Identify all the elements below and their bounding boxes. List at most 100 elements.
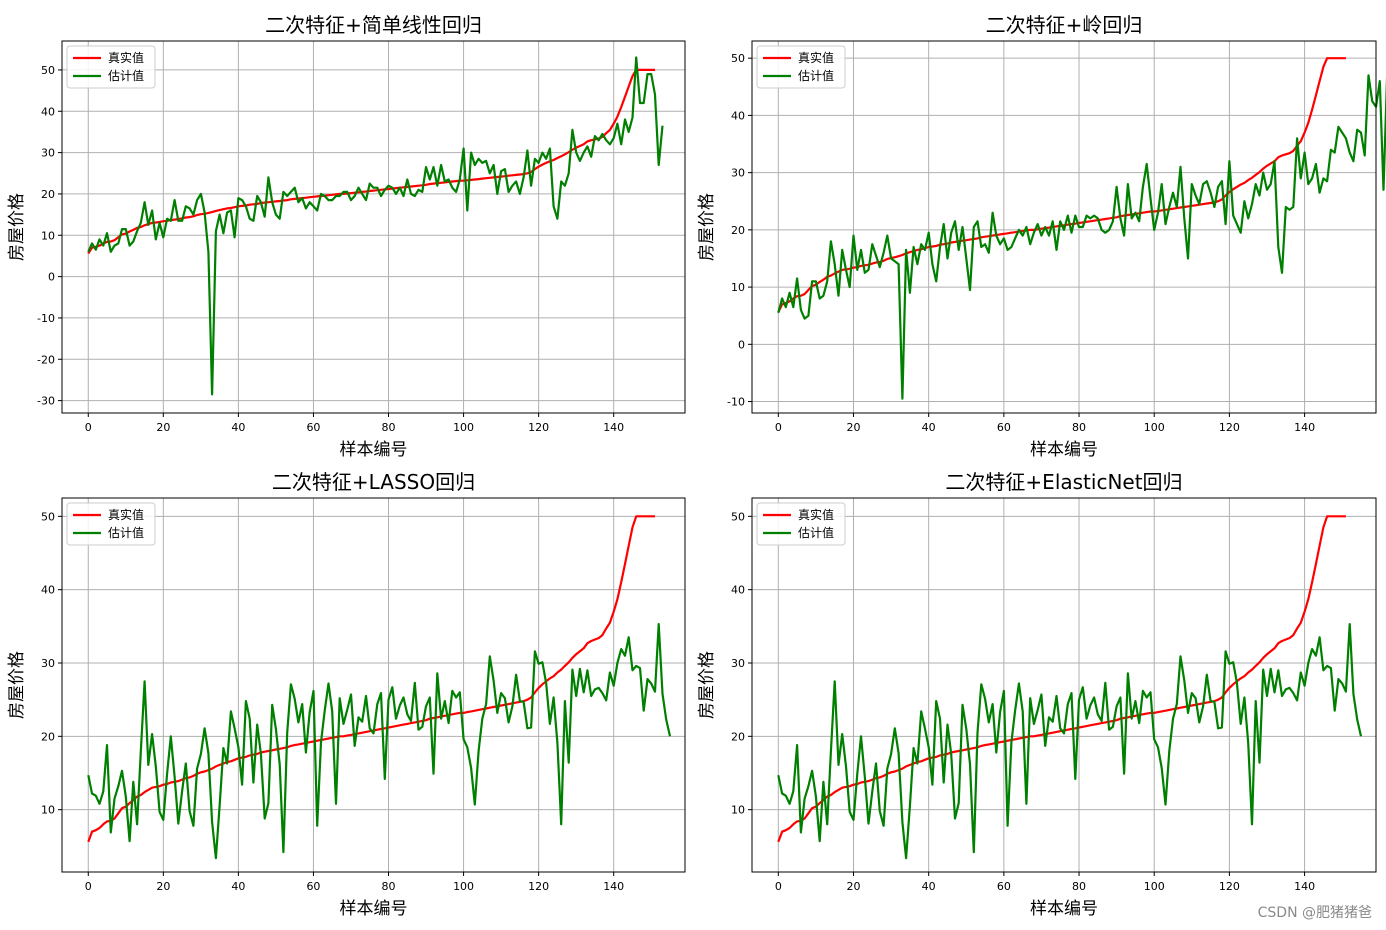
chart-title: 二次特征+ElasticNet回归 <box>945 470 1182 494</box>
y-tick-label: 40 <box>41 105 55 118</box>
y-axis-label: 房屋价格 <box>7 651 27 719</box>
y-tick-label: 50 <box>41 510 55 523</box>
y-tick-label: 30 <box>41 657 55 670</box>
chart-title: 二次特征+LASSO回归 <box>272 470 475 494</box>
legend-box <box>756 45 846 89</box>
legend-label: 真实值 <box>798 507 834 522</box>
legend-box <box>66 502 156 546</box>
x-tick-label: 60 <box>997 880 1011 893</box>
x-tick-label: 140 <box>603 421 624 434</box>
y-tick-label: 10 <box>41 804 55 817</box>
y-tick-label: 50 <box>731 52 745 65</box>
y-tick-label: 10 <box>731 281 745 294</box>
y-tick-label: 20 <box>731 730 745 743</box>
chart-title: 二次特征+岭回归 <box>986 13 1143 37</box>
series-line-true <box>87 515 655 843</box>
x-tick-label: 20 <box>846 880 860 893</box>
series-line-predicted <box>777 622 1363 860</box>
x-tick-label: 140 <box>1294 880 1315 893</box>
y-tick-label: 10 <box>731 804 745 817</box>
x-axis-label: 样本编号 <box>340 440 408 460</box>
x-tick-label: 100 <box>1144 880 1165 893</box>
axes-frame <box>61 40 686 414</box>
x-tick-label: 40 <box>231 421 245 434</box>
legend-label: 真实值 <box>108 507 144 522</box>
x-tick-label: 120 <box>528 421 549 434</box>
y-axis-label: 房屋价格 <box>697 651 717 719</box>
chart-2: 0 20 40 60 80 100 120 140 -10 0 10 20 30 40 50 二次特征+岭回归… <box>697 13 1386 460</box>
y-axis-label: 房屋价格 <box>7 193 27 261</box>
y-tick-label: 50 <box>731 510 745 523</box>
legend-label: 真实值 <box>798 50 834 65</box>
x-tick-label: 0 <box>85 421 92 434</box>
legend-label: 估计值 <box>108 68 144 83</box>
watermark: CSDN @肥猪猪爸 <box>1257 905 1372 921</box>
chart-4: 0 20 40 60 80 100 120 140 10 20 30 40 50 二次特征+Elastic… <box>697 470 1377 919</box>
y-tick-label: 40 <box>731 109 745 122</box>
y-tick-label: 20 <box>731 224 745 237</box>
axes-frame <box>751 40 1377 414</box>
x-tick-label: 120 <box>1219 880 1240 893</box>
y-tick-label: -30 <box>37 395 55 408</box>
legend-label: 估计值 <box>798 68 834 83</box>
y-tick-label: 40 <box>41 584 55 597</box>
x-tick-label: 20 <box>156 421 170 434</box>
y-tick-label: 20 <box>41 730 55 743</box>
y-tick-label: -10 <box>727 396 745 409</box>
chart-3: 0 20 40 60 80 100 120 140 10 20 30 40 50 二次特征+LASSO回归… <box>7 470 686 919</box>
series-line-predicted <box>87 56 664 396</box>
x-axis-label: 样本编号 <box>340 899 408 919</box>
x-tick-label: 0 <box>775 880 782 893</box>
y-tick-label: 30 <box>41 147 55 160</box>
y-tick-label: -20 <box>37 353 55 366</box>
x-axis-label: 样本编号 <box>1030 899 1098 919</box>
legend-box <box>756 502 846 546</box>
y-tick-label: 40 <box>731 584 745 597</box>
x-tick-label: 100 <box>453 880 474 893</box>
x-tick-label: 140 <box>1294 421 1315 434</box>
series-line-predicted <box>777 74 1386 400</box>
y-tick-label: 10 <box>41 229 55 242</box>
x-tick-label: 40 <box>922 880 936 893</box>
legend-label: 估计值 <box>108 525 144 540</box>
x-tick-label: 20 <box>156 880 170 893</box>
x-tick-label: 120 <box>528 880 549 893</box>
x-tick-label: 140 <box>603 880 624 893</box>
x-tick-label: 40 <box>231 880 245 893</box>
x-tick-label: 80 <box>382 421 396 434</box>
y-tick-label: -10 <box>37 312 55 325</box>
x-tick-label: 80 <box>1072 880 1086 893</box>
legend-label: 估计值 <box>798 525 834 540</box>
chart-1: 0 20 40 60 80 100 120 140 -30 -20 -10 0 10 20 30 40 50 二次… <box>7 13 686 460</box>
y-tick-label: 0 <box>48 271 55 284</box>
axes-frame <box>751 497 1377 873</box>
chart-title: 二次特征+简单线性回归 <box>265 13 482 37</box>
y-tick-label: 0 <box>738 338 745 351</box>
y-tick-label: 30 <box>731 657 745 670</box>
y-axis-label: 房屋价格 <box>697 193 717 261</box>
series-line-predicted <box>87 622 672 860</box>
x-tick-label: 0 <box>775 421 782 434</box>
x-tick-label: 40 <box>922 421 936 434</box>
x-axis-label: 样本编号 <box>1030 440 1098 460</box>
series-line-true <box>777 515 1346 843</box>
x-tick-label: 80 <box>1072 421 1086 434</box>
x-tick-label: 120 <box>1219 421 1240 434</box>
x-tick-label: 80 <box>382 880 396 893</box>
x-tick-label: 100 <box>1144 421 1165 434</box>
y-tick-label: 30 <box>731 167 745 180</box>
legend-label: 真实值 <box>108 50 144 65</box>
x-tick-label: 60 <box>306 421 320 434</box>
x-tick-label: 100 <box>453 421 474 434</box>
x-tick-label: 60 <box>306 880 320 893</box>
x-tick-label: 20 <box>846 421 860 434</box>
y-tick-label: 50 <box>41 64 55 77</box>
axes-frame <box>61 497 686 873</box>
y-tick-label: 20 <box>41 188 55 201</box>
x-tick-label: 0 <box>85 880 92 893</box>
